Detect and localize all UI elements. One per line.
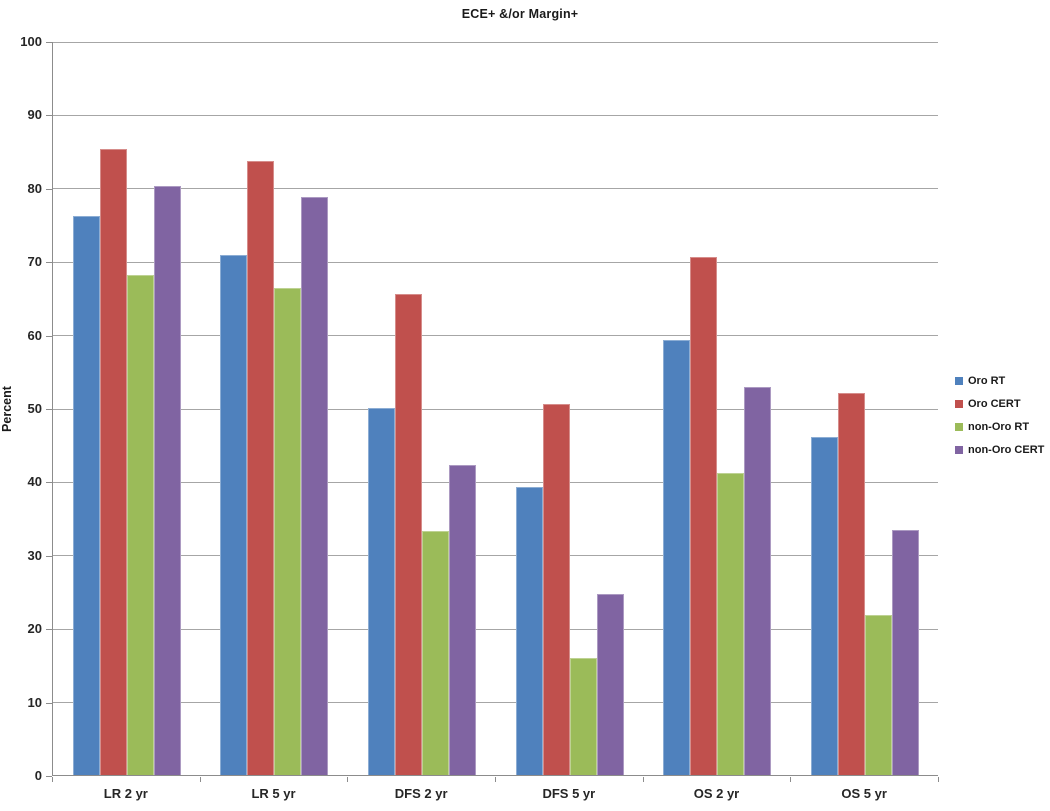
- plot-area: [52, 41, 939, 776]
- gridline: [53, 114, 938, 116]
- x-tick-mark: [642, 777, 644, 782]
- y-tick-label: 70: [27, 254, 42, 270]
- legend-item-non-oro-rt: non-Oro RT: [955, 420, 1044, 434]
- legend-swatch-icon: [955, 423, 963, 431]
- y-tick-label: 40: [27, 474, 42, 490]
- bar-group-os-2-yr: [644, 42, 792, 775]
- y-tick-label: 20: [27, 621, 42, 637]
- x-tick-mark: [199, 777, 201, 782]
- bar-non-oro-cert: [596, 594, 624, 775]
- x-category-label: OS 2 yr: [693, 786, 740, 801]
- legend-item-oro-cert: Oro CERT: [955, 397, 1044, 411]
- y-tick-label: 60: [27, 327, 42, 343]
- legend-label: non-Oro RT: [968, 421, 1030, 433]
- bar-group-dfs-5-yr: [496, 42, 644, 775]
- legend-swatch-icon: [955, 400, 963, 408]
- y-tick-mark: [46, 482, 52, 484]
- bar-oro-rt: [663, 339, 691, 775]
- bar-non-oro-rt: [274, 287, 302, 775]
- y-tick-mark: [46, 188, 52, 190]
- x-category-label: LR 2 yr: [103, 786, 148, 801]
- bar-group-lr-5-yr: [201, 42, 349, 775]
- x-category-label: LR 5 yr: [251, 786, 296, 801]
- y-tick-mark: [46, 702, 52, 704]
- y-tick-label: 90: [27, 107, 42, 123]
- bar-non-oro-rt: [126, 275, 154, 775]
- bar-oro-rt: [368, 408, 396, 775]
- bar-non-oro-rt: [717, 472, 745, 775]
- y-tick-label: 50: [27, 401, 42, 416]
- legend-swatch-icon: [955, 377, 963, 385]
- gridline: [53, 481, 938, 483]
- bar-oro-cert: [838, 393, 866, 775]
- bar-non-oro-cert: [449, 465, 477, 775]
- legend-item-oro-rt: Oro RT: [955, 374, 1044, 388]
- gridline: [53, 702, 938, 704]
- x-tick-mark: [938, 777, 939, 782]
- gridline: [53, 628, 938, 630]
- bar-oro-cert: [542, 404, 570, 775]
- y-tick-label: 80: [27, 180, 42, 196]
- gridline: [53, 555, 938, 557]
- x-tick-mark: [347, 777, 349, 782]
- y-tick-mark: [46, 409, 52, 410]
- bar-oro-rt: [220, 255, 248, 775]
- gridline: [53, 335, 938, 337]
- y-tick-label: 30: [27, 547, 42, 563]
- y-tick-label: 100: [20, 34, 42, 49]
- y-tick-mark: [46, 629, 52, 631]
- gridline: [53, 261, 938, 263]
- legend-swatch-icon: [955, 446, 963, 454]
- x-category-label: DFS 5 yr: [542, 786, 596, 801]
- bar-oro-rt: [72, 216, 100, 775]
- bar-non-oro-rt: [569, 657, 597, 775]
- y-tick-mark: [46, 555, 52, 557]
- y-tick-mark: [46, 42, 52, 43]
- x-tick-mark: [495, 777, 496, 782]
- x-tick-mark: [790, 777, 792, 782]
- y-tick-mark: [46, 335, 52, 337]
- bar-oro-rt: [515, 487, 543, 775]
- bar-group-os-5-yr: [791, 42, 939, 775]
- legend: Oro RT Oro CERT non-Oro RT non-Oro CERT: [955, 374, 1044, 466]
- gridline: [53, 188, 938, 190]
- legend-label: non-Oro CERT: [968, 444, 1045, 456]
- x-tick-mark: [52, 777, 53, 782]
- gridline: [53, 408, 938, 410]
- bar-non-oro-cert: [744, 387, 772, 775]
- bar-oro-cert: [690, 256, 718, 775]
- legend-label: Oro CERT: [968, 398, 1021, 410]
- bar-oro-rt: [811, 437, 839, 775]
- bar-non-oro-rt: [422, 531, 450, 775]
- y-tick-label: 10: [27, 694, 42, 710]
- x-category-label: OS 5 yr: [841, 786, 887, 801]
- bar-group-dfs-2-yr: [348, 42, 496, 775]
- legend-item-non-oro-cert: non-Oro CERT: [955, 443, 1044, 457]
- y-tick-mark: [46, 262, 52, 264]
- x-category-label: DFS 2 yr: [394, 786, 448, 801]
- y-tick-mark: [46, 776, 52, 777]
- bar-oro-cert: [395, 294, 423, 775]
- chart-title: ECE+ &/or Margin+: [461, 7, 579, 21]
- bar-non-oro-rt: [865, 615, 893, 775]
- bar-non-oro-cert: [892, 529, 920, 775]
- y-tick-label: 0: [34, 768, 42, 783]
- bar-oro-cert: [247, 161, 275, 775]
- gridline: [53, 41, 938, 43]
- y-tick-mark: [46, 115, 52, 117]
- bar-oro-cert: [99, 148, 127, 775]
- bar-group-lr-2-yr: [53, 42, 201, 775]
- legend-label: Oro RT: [968, 375, 1006, 387]
- bar-non-oro-cert: [153, 186, 181, 775]
- bar-non-oro-cert: [301, 197, 329, 775]
